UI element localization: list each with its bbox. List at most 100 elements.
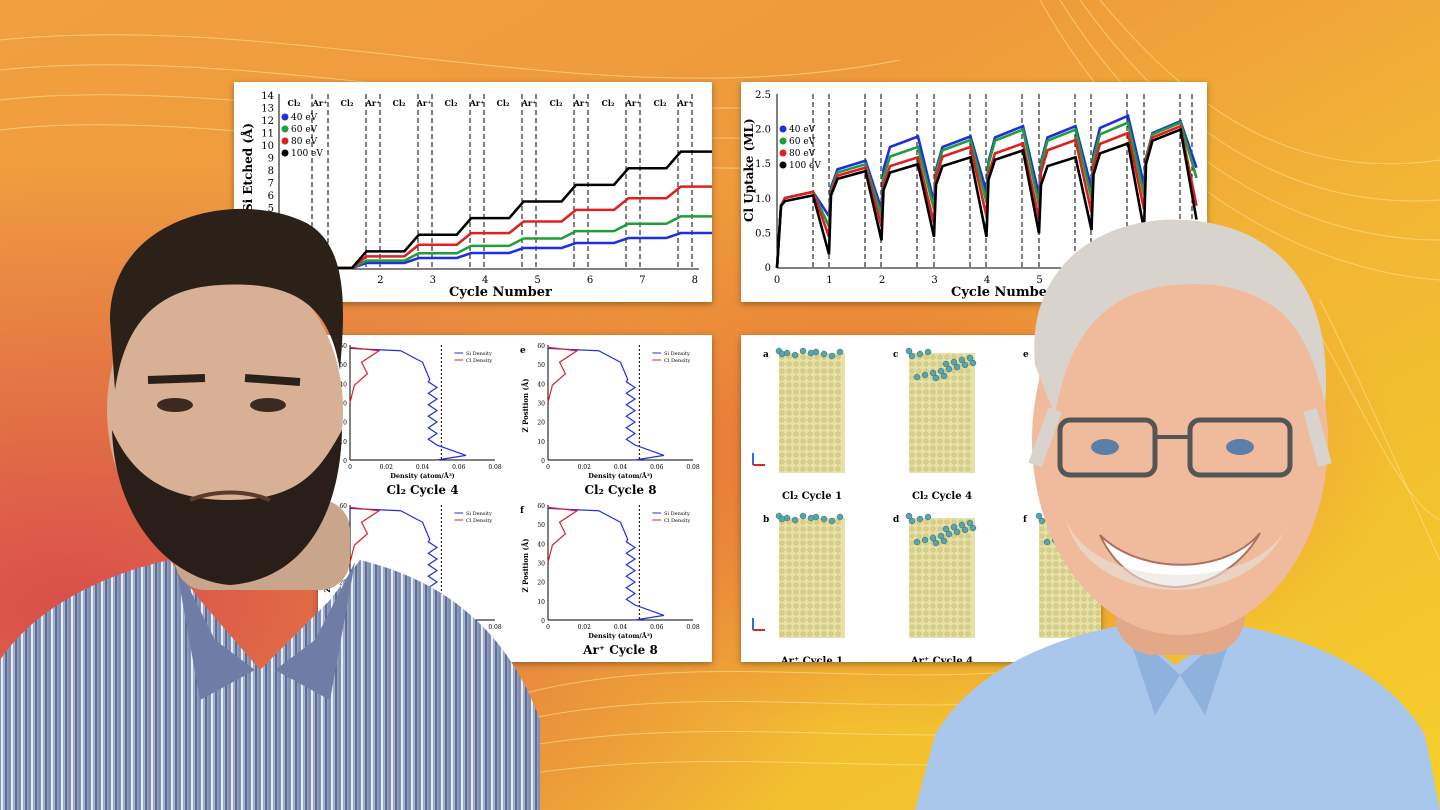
si-atom <box>937 568 943 574</box>
cl-atom <box>828 352 836 360</box>
si-atom <box>779 554 785 560</box>
si-atom <box>951 459 957 465</box>
si-atom <box>958 554 964 560</box>
uptake-xtick: 4 <box>984 275 990 286</box>
uptake-ytick: 1.0 <box>755 194 771 205</box>
si-atom <box>958 431 964 437</box>
si-atom <box>909 410 915 416</box>
si-atom <box>814 438 820 444</box>
si-atom <box>1053 575 1059 581</box>
si-atom <box>937 424 943 430</box>
si-atom <box>786 375 792 381</box>
si-atom <box>958 582 964 588</box>
density-xtick: 0.04 <box>416 464 430 471</box>
si-atom <box>814 575 820 581</box>
si-atom <box>793 459 799 465</box>
si-atom <box>916 431 922 437</box>
snapshot-letter: e <box>1023 350 1029 360</box>
si-atom <box>916 561 922 567</box>
si-atom <box>828 617 834 623</box>
si-atom <box>1060 603 1066 609</box>
si-atom <box>937 466 943 472</box>
si-atom <box>800 466 806 472</box>
cl-atom <box>961 526 969 534</box>
si-atom <box>786 582 792 588</box>
cl-atom <box>966 354 974 362</box>
si-atom <box>951 424 957 430</box>
uptake-xtick: 0 <box>774 275 780 286</box>
si-atom <box>965 410 971 416</box>
si-atom <box>800 540 806 546</box>
etch-phase-label: Cl₂ <box>393 98 406 108</box>
si-atom <box>944 452 950 458</box>
si-atom <box>800 403 806 409</box>
si-atom <box>1060 610 1066 616</box>
si-atom <box>786 466 792 472</box>
si-atom <box>1039 561 1045 567</box>
si-atom <box>807 466 813 472</box>
si-atom <box>930 589 936 595</box>
si-atom <box>916 533 922 539</box>
si-atom <box>814 624 820 630</box>
cl-density-curve <box>547 346 579 403</box>
si-atom <box>800 438 806 444</box>
si-atom <box>1053 582 1059 588</box>
etch-series-line <box>314 150 712 270</box>
si-atom <box>944 554 950 560</box>
si-atom <box>779 596 785 602</box>
cl-atom <box>940 372 948 380</box>
si-atom <box>835 631 841 637</box>
si-atom <box>944 382 950 388</box>
etch-legend-label: 100 eV <box>291 149 323 159</box>
si-atom <box>951 610 957 616</box>
si-atom <box>807 389 813 395</box>
si-atom <box>793 540 799 546</box>
legend-marker <box>779 125 787 133</box>
si-atom <box>1067 575 1073 581</box>
si-atom <box>916 568 922 574</box>
etch-phase-label: Cl₂ <box>341 98 354 108</box>
si-atom <box>965 589 971 595</box>
si-atom <box>923 403 929 409</box>
si-atom <box>944 403 950 409</box>
density-panel-letter: f <box>520 506 525 516</box>
cl-legend-label: Cl Density <box>466 518 492 524</box>
si-atom <box>828 533 834 539</box>
cl-atom <box>924 348 932 356</box>
si-atom <box>1039 617 1045 623</box>
si-atom <box>821 554 827 560</box>
si-atom <box>930 547 936 553</box>
si-atom <box>800 417 806 423</box>
si-atom <box>779 382 785 388</box>
si-atom <box>793 624 799 630</box>
si-atom <box>965 575 971 581</box>
si-atom <box>786 617 792 623</box>
si-atom <box>807 589 813 595</box>
si-atom <box>786 396 792 402</box>
density-xtick: 0.04 <box>614 624 628 631</box>
si-atom <box>828 424 834 430</box>
si-atom <box>944 631 950 637</box>
si-atom <box>807 540 813 546</box>
si-atom <box>1046 610 1052 616</box>
si-atom <box>821 417 827 423</box>
uptake-ytick: 0 <box>765 263 771 274</box>
si-atom <box>951 396 957 402</box>
si-atom <box>1095 610 1101 616</box>
si-atom <box>923 624 929 630</box>
si-atom <box>807 445 813 451</box>
si-atom <box>793 403 799 409</box>
si-atom <box>923 452 929 458</box>
density-ytick: 30 <box>339 401 347 408</box>
si-atom <box>909 610 915 616</box>
si-atom <box>800 596 806 602</box>
si-atom <box>965 561 971 567</box>
si-atom <box>814 589 820 595</box>
si-atom <box>828 575 834 581</box>
si-atom <box>951 375 957 381</box>
si-atom <box>916 410 922 416</box>
si-atom <box>807 533 813 539</box>
si-atom <box>937 403 943 409</box>
si-atom <box>1081 596 1087 602</box>
si-atom <box>1053 554 1059 560</box>
